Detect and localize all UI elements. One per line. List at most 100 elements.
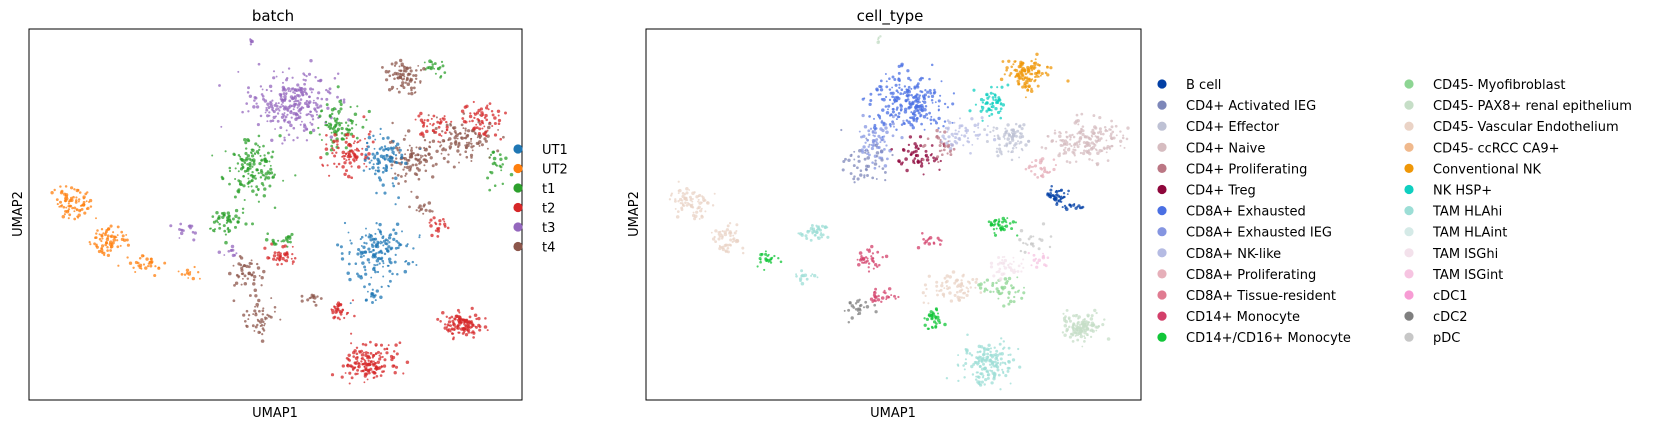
scatter-point [382, 148, 386, 152]
scatter-point [899, 107, 903, 111]
scatter-point [927, 237, 931, 240]
scatter-point [999, 77, 1004, 82]
scatter-point [916, 159, 919, 162]
scatter-point [1101, 323, 1105, 327]
scatter-point [125, 238, 129, 242]
scatter-point [405, 66, 409, 70]
scatter-point [382, 235, 385, 238]
scatter-point [305, 74, 308, 78]
scatter-point [332, 139, 336, 144]
scatter-point [996, 359, 999, 362]
scatter-point [890, 113, 893, 116]
legend-item: B cell [1157, 78, 1221, 93]
scatter-point [272, 254, 277, 258]
scatter-point [372, 376, 375, 379]
scatter-point [942, 124, 945, 128]
scatter-point [353, 314, 356, 318]
scatter-point [1080, 128, 1083, 131]
scatter-point [493, 184, 497, 187]
scatter-point [116, 239, 119, 242]
scatter-point [381, 137, 385, 140]
scatter-point [940, 153, 944, 157]
scatter-point [325, 120, 328, 123]
scatter-point [430, 175, 435, 179]
scatter-point [396, 87, 399, 90]
scatter-point [454, 143, 457, 146]
scatter-point [1023, 250, 1027, 254]
scatter-point [953, 139, 957, 144]
scatter-point [1007, 302, 1011, 306]
scatter-point [929, 122, 933, 125]
legend-label: TAM HLAint [1432, 226, 1507, 241]
scatter-point [446, 160, 450, 164]
scatter-point [1093, 308, 1097, 313]
cluster-tam-isghi [989, 255, 1025, 282]
scatter-point [952, 92, 956, 95]
scatter-point [419, 147, 422, 150]
scatter-point [106, 246, 109, 249]
scatter-point [884, 126, 888, 130]
scatter-point [1065, 142, 1069, 146]
scatter-point [864, 260, 868, 264]
scatter-point [1016, 140, 1020, 143]
scatter-point [423, 119, 426, 122]
scatter-point [367, 132, 371, 136]
scatter-point [254, 325, 258, 329]
scatter-point [1071, 340, 1075, 343]
scatter-point [365, 242, 368, 245]
scatter-point [1016, 276, 1019, 279]
scatter-point [863, 157, 867, 161]
scatter-point [909, 79, 912, 82]
scatter-point [72, 195, 75, 199]
scatter-point [1091, 145, 1096, 150]
scatter-point [355, 155, 359, 159]
scatter-point [217, 216, 221, 220]
scatter-point [277, 102, 280, 105]
scatter-point [336, 129, 339, 133]
scatter-point [1020, 296, 1024, 300]
legend-item: cDC1 [1404, 289, 1468, 304]
scatter-point [374, 294, 377, 297]
scatter-point [978, 133, 982, 136]
scatter-point [180, 228, 183, 232]
scatter-point [1055, 202, 1059, 206]
scatter-point [95, 232, 98, 235]
scatter-point [1111, 130, 1115, 134]
scatter-point [954, 129, 957, 132]
scatter-point [77, 200, 80, 203]
scatter-point [330, 373, 335, 377]
scatter-point [994, 96, 997, 99]
scatter-point [890, 147, 894, 151]
scatter-point [500, 169, 503, 172]
scatter-point [424, 208, 428, 212]
scatter-point [864, 141, 867, 144]
scatter-point [392, 237, 396, 242]
scatter-point [820, 224, 825, 228]
scatter-point [875, 155, 879, 158]
scatter-point [1012, 300, 1016, 304]
scatter-point [237, 216, 241, 220]
scatter-point [1092, 324, 1096, 327]
scatter-point [866, 156, 870, 160]
scatter-point [421, 133, 425, 137]
scatter-point [759, 260, 762, 264]
scatter-point [929, 153, 933, 157]
scatter-point [94, 236, 97, 240]
scatter-point [856, 299, 860, 303]
scatter-point [915, 108, 919, 113]
scatter-point [355, 136, 359, 140]
scatter-point [918, 78, 922, 82]
scatter-point [374, 270, 377, 274]
scatter-point [340, 131, 344, 135]
scatter-point [863, 174, 866, 177]
scatter-point [1062, 152, 1065, 155]
scatter-point [230, 244, 235, 249]
scatter-point [907, 143, 911, 147]
scatter-point [1014, 60, 1017, 63]
scatter-point [953, 121, 956, 124]
scatter-point [882, 97, 886, 102]
scatter-point [404, 81, 407, 84]
legend-item: TAM ISGint [1404, 268, 1503, 283]
scatter-point [900, 88, 904, 91]
scatter-point [446, 323, 450, 327]
